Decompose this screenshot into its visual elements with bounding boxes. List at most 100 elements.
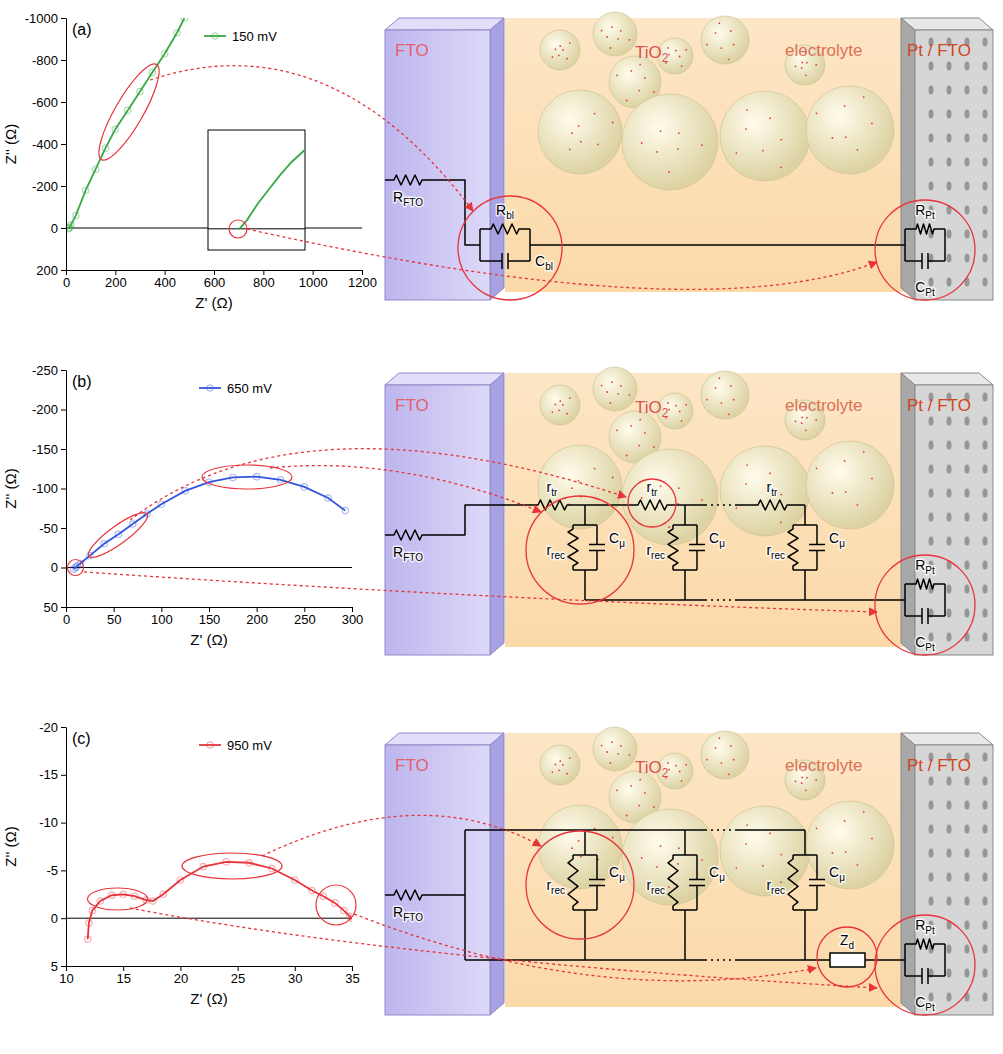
tio2-dot <box>656 866 658 868</box>
resistor <box>913 579 937 589</box>
element-label: Cμ <box>609 864 625 883</box>
tio2-dot <box>863 811 865 813</box>
element-label: RPt <box>915 202 935 221</box>
legend-entry: 650 mV <box>199 381 272 396</box>
y-tick-mark <box>61 370 66 371</box>
pt-dot <box>983 278 988 287</box>
wire <box>865 959 905 961</box>
pt-side <box>901 373 915 655</box>
tio2-dot <box>606 36 608 38</box>
pt-dot <box>929 489 934 498</box>
tio2-dot <box>653 806 655 808</box>
tio2-dot <box>555 763 557 765</box>
tio2-dot <box>815 779 817 781</box>
tio2-dot <box>578 480 580 482</box>
wire <box>937 583 945 585</box>
tio2-dot <box>733 44 735 46</box>
resistor <box>391 530 425 540</box>
pt-dot <box>983 753 988 762</box>
x-tick: 400 <box>154 270 176 290</box>
tio2-particle <box>701 16 749 64</box>
pt-dot <box>929 849 934 858</box>
tio2-dot <box>571 132 573 134</box>
tio2-dot <box>745 843 747 845</box>
element-subscript: μ <box>619 538 625 549</box>
wire <box>522 228 530 230</box>
tio2-dot <box>746 464 748 466</box>
zero-line <box>66 567 352 568</box>
tio2-dot <box>685 49 687 51</box>
tio2-dot <box>769 832 771 834</box>
pt-dot <box>965 513 970 522</box>
element-symbol: C <box>829 864 839 880</box>
x-tick-label: 0 <box>63 612 70 627</box>
element-symbol: R <box>915 557 925 573</box>
pt-dot <box>929 897 934 906</box>
y-tick-mark <box>61 918 66 919</box>
tio2-dot <box>653 446 655 448</box>
y-tick: -20 <box>39 720 66 735</box>
highlight-ellipse <box>89 57 168 166</box>
element-subscript: rec <box>771 550 785 561</box>
wire <box>937 943 945 945</box>
y-tick-mark <box>61 228 66 229</box>
region-label-main: TiO <box>635 398 662 417</box>
wire <box>816 855 818 880</box>
tio2-dot <box>616 74 618 76</box>
tio2-dot <box>728 413 730 415</box>
y-tick: -150 <box>32 442 66 457</box>
tio2-dot <box>863 451 865 453</box>
tio2-dot <box>552 771 554 773</box>
pt-dot <box>929 513 934 522</box>
x-tick: 0 <box>63 607 70 627</box>
highlight-ellipse <box>202 465 292 489</box>
highlight-circle <box>526 831 634 939</box>
pt-dot <box>947 158 952 167</box>
tio2-dot <box>780 521 782 523</box>
y-tick-label: -50 <box>39 521 58 536</box>
pt-dot <box>929 62 934 71</box>
element-subscript: bl <box>545 261 553 272</box>
pt-dot <box>983 182 988 191</box>
element-subscript: Pt <box>925 287 935 298</box>
wire <box>816 886 818 911</box>
y-tick-label: -250 <box>32 363 58 378</box>
pt-dot <box>983 897 988 906</box>
pt-dot <box>965 417 970 426</box>
tio2-dot <box>578 125 580 127</box>
element-symbol: C <box>535 253 545 269</box>
tio2-dot <box>610 47 612 49</box>
y-tick-label: -100 <box>32 481 58 496</box>
y-tick-mark <box>61 775 66 776</box>
x-tick-label: 50 <box>107 612 121 627</box>
wire <box>928 260 945 262</box>
tio2-dot <box>856 864 858 866</box>
element-subscript: μ <box>719 538 725 549</box>
wire <box>573 524 597 526</box>
pt-dot <box>965 465 970 474</box>
capacitor-plate <box>589 544 605 546</box>
pt-dot <box>947 873 952 882</box>
element-symbol: R <box>915 917 925 933</box>
pt-dot <box>947 993 952 1002</box>
y-tick: -5 <box>46 863 66 878</box>
tio2-dot <box>626 815 628 817</box>
wire <box>673 854 697 856</box>
capacitor-plate <box>927 253 929 269</box>
tio2-dot <box>612 837 614 839</box>
pt-dot <box>947 633 952 642</box>
tio2-dot <box>630 70 632 72</box>
tio2-dot <box>845 491 847 493</box>
tio2-particle <box>540 745 580 785</box>
tio2-dot <box>701 499 703 501</box>
pt-dot <box>947 441 952 450</box>
wire <box>793 854 817 856</box>
wire <box>584 910 586 960</box>
pt-dot <box>947 849 952 858</box>
tio2-dot <box>678 847 680 849</box>
pt-dot <box>929 825 934 834</box>
x-axis: 101520253035 <box>59 966 359 986</box>
wire <box>596 551 598 571</box>
tio2-dot <box>566 773 568 775</box>
pt-dot <box>947 230 952 239</box>
